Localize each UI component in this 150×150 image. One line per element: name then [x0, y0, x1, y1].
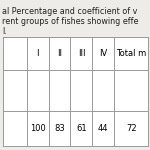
- Text: al Percentage and coefficient of v: al Percentage and coefficient of v: [2, 7, 137, 16]
- Text: 83: 83: [54, 124, 65, 133]
- Text: IV: IV: [99, 49, 107, 58]
- Text: II: II: [57, 49, 62, 58]
- Text: Total m: Total m: [116, 49, 146, 58]
- Text: 61: 61: [76, 124, 87, 133]
- Text: III: III: [78, 49, 85, 58]
- Bar: [3, 37, 148, 146]
- Text: 44: 44: [98, 124, 109, 133]
- Text: 100: 100: [30, 124, 45, 133]
- Text: l.: l.: [2, 27, 7, 36]
- Text: rent groups of fishes showing effe: rent groups of fishes showing effe: [2, 17, 138, 26]
- Text: I: I: [36, 49, 39, 58]
- Text: 72: 72: [126, 124, 136, 133]
